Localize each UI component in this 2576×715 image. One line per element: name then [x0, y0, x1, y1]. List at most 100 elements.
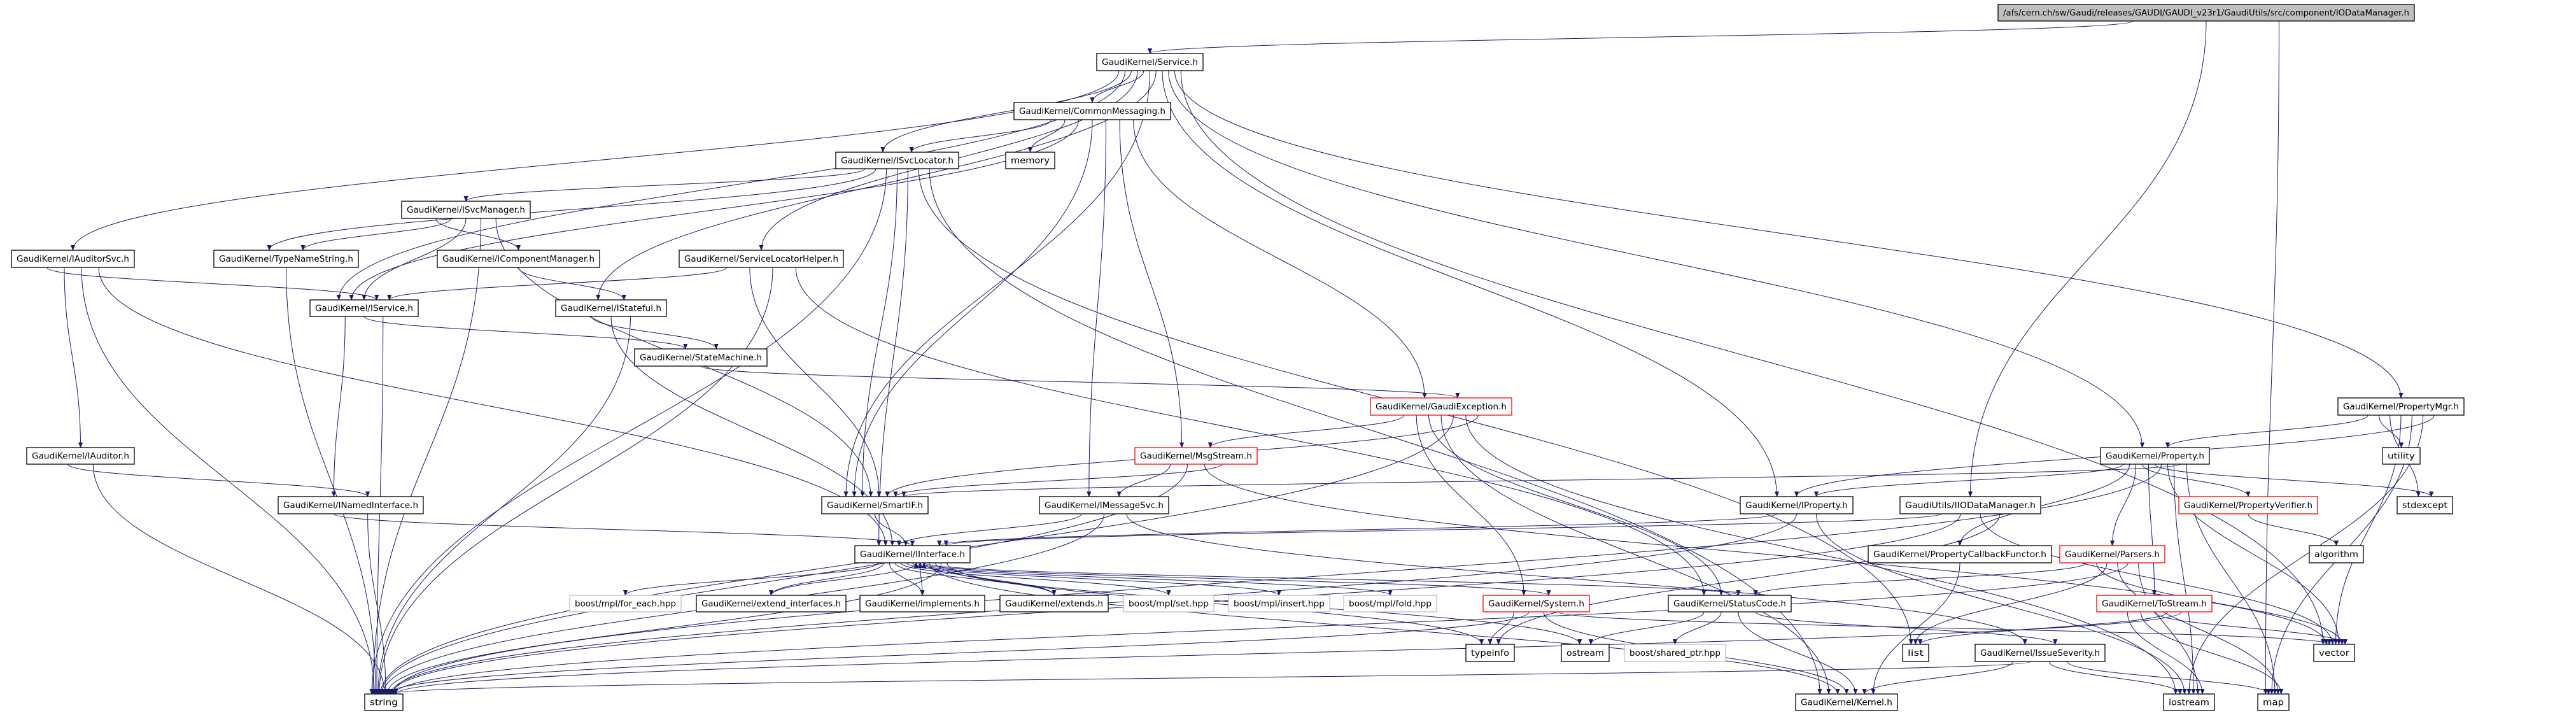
node-gaudiexception[interactable]: GaudiKernel/GaudiException.h — [1370, 397, 1512, 416]
node-label: list — [1908, 649, 1924, 658]
node-box — [1997, 4, 2415, 22]
node-istateful[interactable]: GaudiKernel/IStateful.h — [555, 299, 667, 317]
node-box — [1465, 644, 1515, 662]
node-label: GaudiKernel/GaudiException.h — [1376, 402, 1507, 412]
node-statuscode[interactable]: GaudiKernel/StatusCode.h — [1668, 595, 1792, 612]
node-algorithm[interactable]: algorithm — [2309, 545, 2364, 563]
node-isvclocator[interactable]: GaudiKernel/ISvcLocator.h — [835, 152, 959, 169]
node-extends[interactable]: GaudiKernel/extends.h — [999, 595, 1109, 612]
node-propertymgr[interactable]: GaudiKernel/PropertyMgr.h — [2337, 397, 2465, 416]
node-box — [555, 299, 667, 317]
node-propertycallbackfunctor[interactable]: GaudiKernel/PropertyCallbackFunctor.h — [1868, 545, 2052, 563]
node-box — [1974, 644, 2106, 662]
node-propertyverifier[interactable]: GaudiKernel/PropertyVerifier.h — [2178, 496, 2318, 514]
node-utility[interactable]: utility — [2382, 447, 2421, 465]
node-label: ostream — [1566, 649, 1604, 658]
edge-iinterface-to-mplset — [900, 562, 1171, 596]
node-parsers[interactable]: GaudiKernel/Parsers.h — [2059, 545, 2165, 563]
node-box — [11, 250, 135, 268]
node-box — [2309, 545, 2364, 563]
node-list[interactable]: list — [1902, 644, 1929, 662]
node-isvcmanager[interactable]: GaudiKernel/ISvcManager.h — [401, 201, 531, 219]
node-mplset[interactable]: boost/mpl/set.hpp — [1123, 595, 1214, 612]
node-system[interactable]: GaudiKernel/System.h — [1482, 595, 1590, 612]
node-box — [437, 250, 600, 268]
edge-servicelocatorhelper-to-smartif — [749, 267, 882, 497]
edge-icomponentmanager-to-istateful — [518, 267, 626, 301]
edge-iinterface-to-implements — [889, 562, 925, 596]
node-box — [1134, 447, 1258, 465]
edge-propertyverifier-to-algorithm — [2248, 513, 2339, 546]
node-iostream[interactable]: iostream — [2163, 693, 2215, 711]
edge-issueseverity-to-map — [2067, 661, 2271, 695]
node-statemachine[interactable]: GaudiKernel/StateMachine.h — [634, 348, 768, 367]
node-vector[interactable]: vector — [2313, 644, 2355, 662]
edge-system-to-string — [386, 611, 1530, 695]
node-iinterface[interactable]: GaudiKernel/IInterface.h — [854, 545, 971, 563]
node-typenamestring[interactable]: GaudiKernel/TypeNameString.h — [213, 250, 359, 268]
node-servicelocatorhelper[interactable]: GaudiKernel/ServiceLocatorHelper.h — [679, 250, 844, 268]
node-iauditorsvc[interactable]: GaudiKernel/IAuditorSvc.h — [11, 250, 135, 268]
node-label: iostream — [2169, 698, 2209, 708]
node-iiodatamanager[interactable]: GaudiUtils/IIODataManager.h — [1899, 496, 2041, 514]
node-smartif[interactable]: GaudiKernel/SmartIF.h — [821, 496, 929, 514]
edge-isvclocator-to-kernel — [929, 168, 1822, 695]
node-box — [1868, 545, 2052, 563]
edge-commonmessaging-to-memory — [1027, 119, 1066, 153]
node-implements[interactable]: GaudiKernel/implements.h — [859, 595, 985, 612]
edge-commonmessaging-to-msgstream — [1119, 119, 1185, 448]
node-map[interactable]: map — [2257, 693, 2290, 711]
node-memory[interactable]: memory — [1005, 152, 1055, 169]
node-label: boost/mpl/set.hpp — [1129, 600, 1209, 609]
node-kernel[interactable]: GaudiKernel/Kernel.h — [1795, 693, 1898, 711]
node-box — [2163, 693, 2215, 711]
edge-iauditor-to-inamedinterface — [67, 464, 370, 497]
node-box — [26, 447, 135, 465]
node-box — [1795, 693, 1898, 711]
edge-service-to-iproperty — [1162, 70, 1780, 497]
edge-system-to-vector — [1558, 611, 2332, 645]
node-service[interactable]: GaudiKernel/Service.h — [1096, 53, 1204, 71]
edge-property-to-vector — [2167, 464, 2342, 645]
node-commonmessaging[interactable]: GaudiKernel/CommonMessaging.h — [1013, 102, 1171, 120]
node-label: GaudiKernel/SmartIF.h — [827, 501, 923, 511]
node-inamedinterface[interactable]: GaudiKernel/INamedInterface.h — [278, 496, 424, 514]
node-iproperty[interactable]: GaudiKernel/IProperty.h — [1740, 496, 1854, 514]
edge-iauditorsvc-to-iauditor — [64, 267, 83, 448]
node-iauditor[interactable]: GaudiKernel/IAuditor.h — [26, 447, 135, 465]
node-tostream[interactable]: GaudiKernel/ToStream.h — [2096, 595, 2213, 612]
node-label: GaudiKernel/MsgStream.h — [1140, 452, 1252, 462]
node-property[interactable]: GaudiKernel/Property.h — [2100, 447, 2210, 465]
node-msgstream[interactable]: GaudiKernel/MsgStream.h — [1134, 447, 1258, 465]
edge-system-to-typeinfo — [1488, 611, 1514, 645]
edge-iservice-to-inamedinterface — [331, 316, 346, 497]
node-label: GaudiKernel/TypeNameString.h — [219, 255, 353, 264]
node-foreach[interactable]: boost/mpl/for_each.hpp — [569, 595, 682, 612]
node-mplinsert[interactable]: boost/mpl/insert.hpp — [1228, 595, 1330, 612]
node-label: boost/mpl/for_each.hpp — [575, 600, 676, 609]
edge-inamedinterface-to-string — [367, 513, 388, 695]
node-icomponentmanager[interactable]: GaudiKernel/IComponentManager.h — [437, 250, 600, 268]
node-sharedptr[interactable]: boost/shared_ptr.hpp — [1624, 644, 1726, 662]
node-mplfold[interactable]: boost/mpl/fold.hpp — [1343, 595, 1437, 612]
node-imessagesvc[interactable]: GaudiKernel/IMessageSvc.h — [1039, 496, 1169, 514]
edge-property-to-string — [391, 464, 2162, 695]
node-iservice[interactable]: GaudiKernel/IService.h — [309, 299, 419, 317]
edge-property-to-iostream — [2173, 464, 2196, 695]
node-ostream[interactable]: ostream — [1561, 644, 1610, 662]
node-label: GaudiKernel/ISvcLocator.h — [841, 157, 954, 166]
edge-propertymgr-to-utility — [2378, 414, 2404, 448]
node-box — [1668, 595, 1792, 612]
edge-parsers-to-vector — [2096, 562, 2344, 645]
edge-implements-to-iinterface — [917, 562, 923, 596]
node-label: GaudiKernel/StatusCode.h — [1673, 600, 1786, 609]
node-stdexcept[interactable]: stdexcept — [2397, 496, 2453, 514]
edge-commonmessaging-to-isvclocator — [909, 119, 1052, 153]
node-string[interactable]: string — [364, 693, 404, 711]
node-typeinfo[interactable]: typeinfo — [1465, 644, 1515, 662]
node-box — [569, 595, 682, 612]
node-extendinterfaces[interactable]: GaudiKernel/extend_interfaces.h — [696, 595, 847, 612]
node-root[interactable]: /afs/cern.ch/sw/Gaudi/releases/GAUDI/GAU… — [1997, 4, 2415, 22]
node-issueseverity[interactable]: GaudiKernel/IssueSeverity.h — [1974, 644, 2106, 662]
